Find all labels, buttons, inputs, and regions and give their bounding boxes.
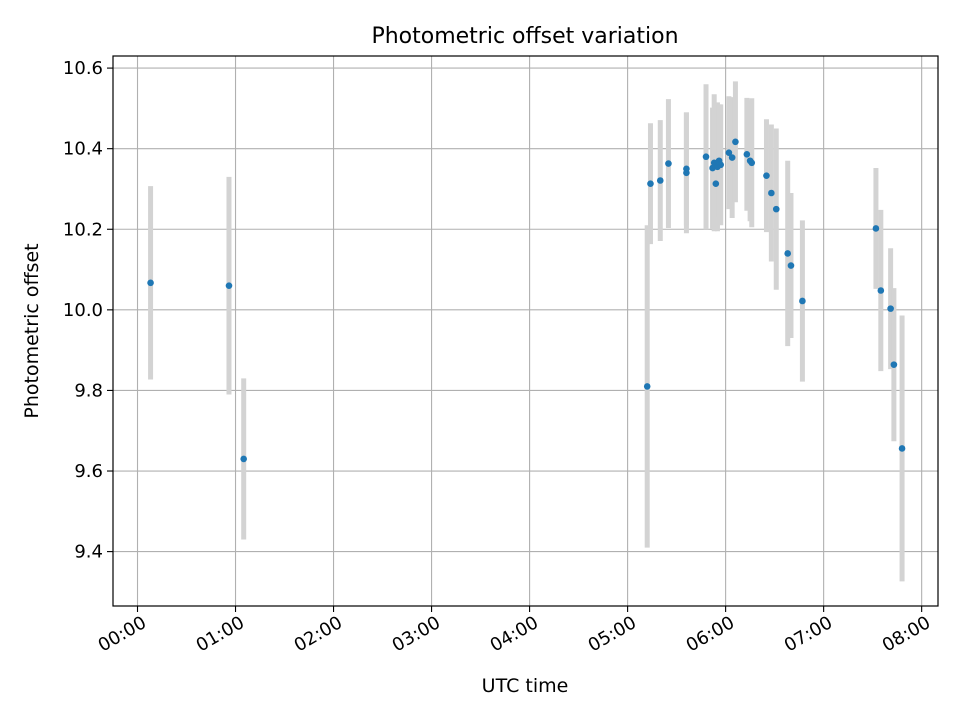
data-point — [683, 165, 690, 173]
data-point — [665, 160, 672, 167]
y-tick-label: 10.6 — [63, 58, 103, 79]
data-point — [898, 445, 906, 452]
y-axis-ticks: 9.4 9.6 9.8 10.0 10.2 10.4 10.6 — [63, 58, 113, 563]
y-tick-label: 10.2 — [63, 219, 103, 240]
data-point — [748, 159, 756, 167]
y-tick-label: 9.8 — [74, 380, 103, 401]
y-tick-label: 10.4 — [63, 139, 103, 160]
data-point — [728, 154, 736, 161]
x-axis-label: UTC time — [482, 675, 569, 697]
data-point — [647, 180, 654, 188]
data-point — [772, 205, 780, 213]
plot-area-frame — [112, 55, 939, 607]
data-point — [712, 180, 720, 188]
data-point — [725, 149, 733, 157]
data-point — [732, 138, 739, 146]
data-point — [787, 262, 795, 269]
data-point — [872, 225, 880, 232]
data-point — [643, 383, 651, 390]
data-point — [763, 172, 770, 179]
data-point — [887, 305, 894, 312]
data-point — [784, 250, 792, 257]
y-tick-label: 10.0 — [63, 300, 103, 321]
data-point — [768, 189, 775, 197]
data-point — [717, 161, 725, 169]
y-tick-label: 9.6 — [74, 461, 103, 482]
data-point — [877, 287, 885, 294]
data-point — [743, 151, 751, 158]
chart-title: Photometric offset variation — [371, 24, 678, 49]
data-point — [225, 282, 233, 289]
y-axis-label: Photometric offset — [21, 243, 43, 418]
y-tick-label: 9.4 — [74, 542, 103, 563]
data-point — [890, 361, 898, 368]
data-point — [702, 153, 710, 161]
data-point — [799, 297, 806, 305]
data-point — [147, 279, 154, 287]
data-point — [240, 455, 247, 463]
data-points — [147, 138, 906, 463]
data-point — [656, 177, 664, 184]
